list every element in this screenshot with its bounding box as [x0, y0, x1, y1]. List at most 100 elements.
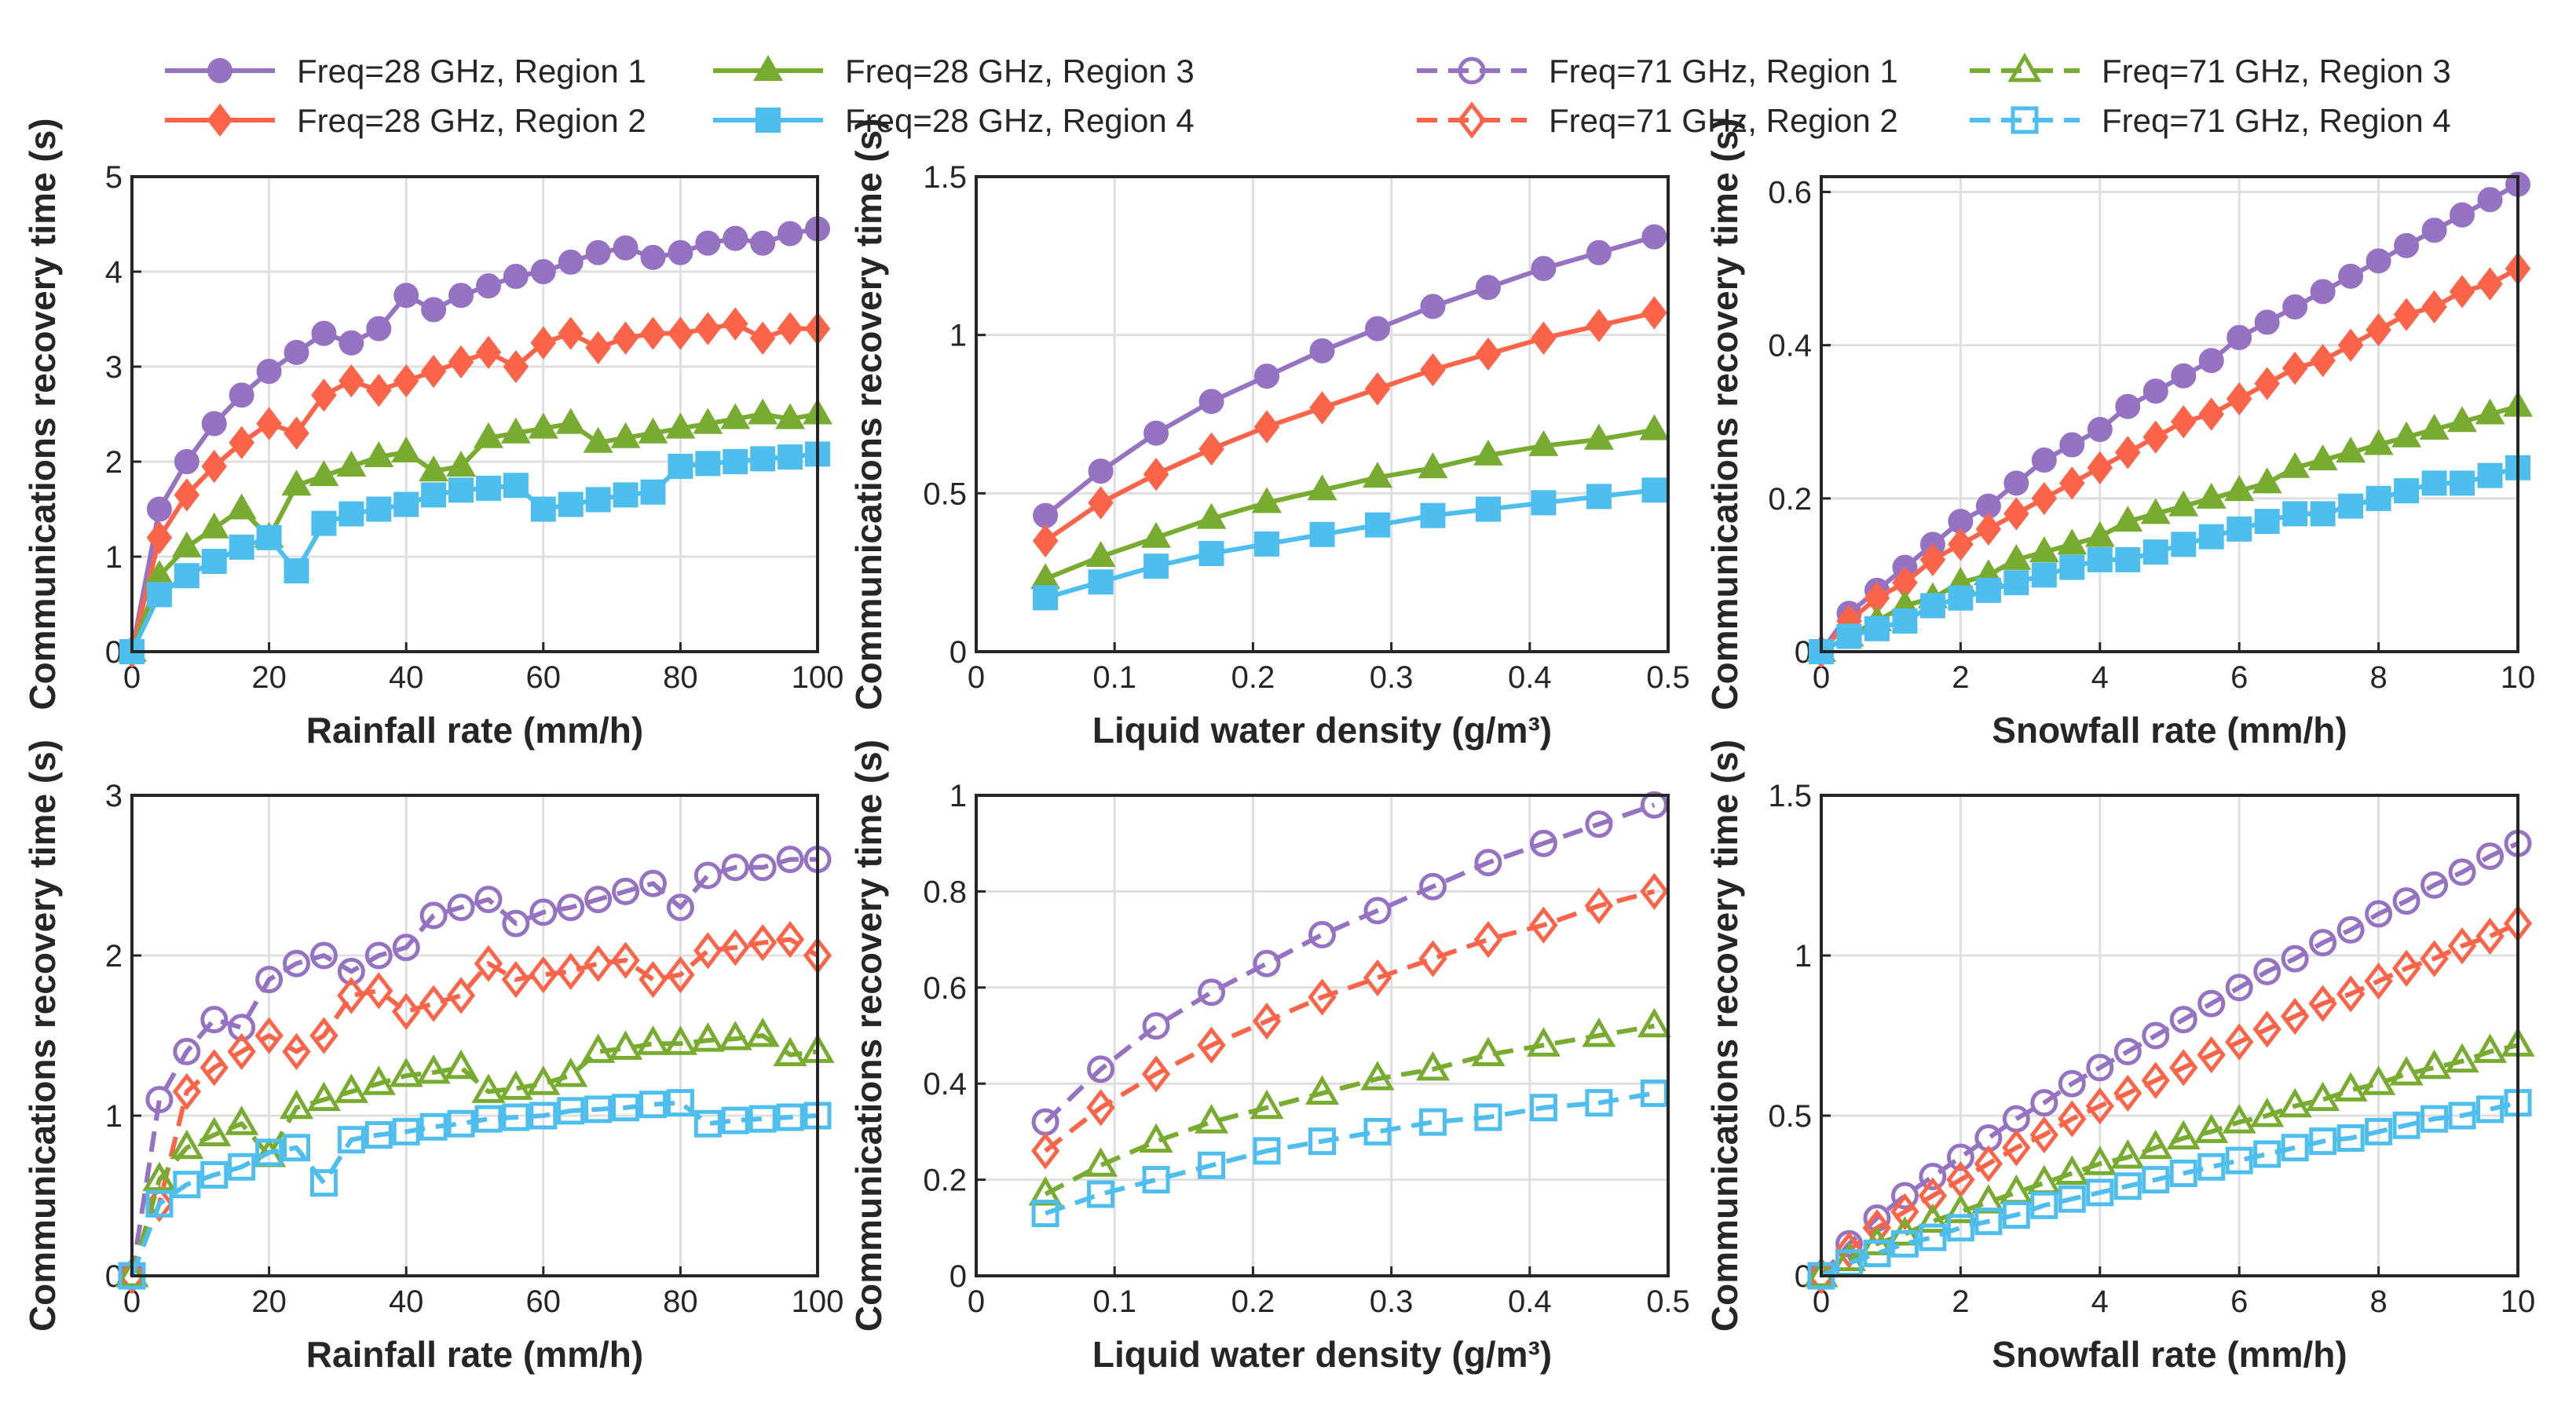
- data-point: [1085, 540, 1116, 567]
- data-point: [1640, 791, 1668, 819]
- data-point: [170, 1129, 204, 1160]
- data-point: [226, 493, 257, 520]
- data-point: [1586, 239, 1612, 265]
- data-point: [2391, 949, 2421, 987]
- data-point: [2003, 570, 2029, 596]
- data-point: [475, 335, 502, 369]
- data-point: [2472, 1033, 2508, 1063]
- data-point: [392, 992, 421, 1031]
- data-point: [2194, 1113, 2229, 1143]
- data-point: [2059, 466, 2085, 500]
- data-point: [364, 941, 393, 970]
- data-point: [1475, 496, 1501, 522]
- data-point: [421, 482, 447, 508]
- data-point: [142, 1161, 177, 1192]
- data-point: [2421, 217, 2447, 243]
- data-point: [1033, 585, 1059, 611]
- data-point: [529, 955, 558, 994]
- data-point: [748, 398, 778, 425]
- data-point: [581, 1033, 616, 1063]
- data-point: [1863, 1239, 1891, 1267]
- data-point: [2168, 490, 2199, 517]
- data-point: [503, 473, 529, 499]
- data-point: [2421, 290, 2447, 324]
- data-point: [748, 1105, 777, 1133]
- data-point: [1475, 275, 1501, 301]
- data-point: [778, 444, 803, 470]
- data-point: [2336, 1124, 2365, 1153]
- series-line: [1044, 889, 1656, 1153]
- data-point: [1641, 477, 1667, 503]
- data-point: [1641, 296, 1667, 330]
- data-point: [2449, 275, 2475, 309]
- data-point: [530, 259, 556, 284]
- data-point: [2166, 1120, 2201, 1150]
- data-point: [529, 898, 558, 926]
- x-tick-label: 4: [2091, 660, 2109, 695]
- data-point: [2003, 497, 2029, 531]
- data-point: [2169, 1159, 2197, 1187]
- data-point: [118, 1262, 146, 1290]
- x-tick-label: 10: [2501, 660, 2536, 695]
- x-tick-label: 0: [123, 660, 141, 695]
- data-point: [2477, 267, 2503, 301]
- legend-label: Freq=71 GHz, Region 3: [2102, 53, 2451, 90]
- data-point: [2419, 414, 2450, 440]
- data-point: [255, 966, 284, 994]
- data-point: [2085, 1087, 2114, 1125]
- data-point: [776, 846, 804, 874]
- data-point: [1032, 524, 1059, 557]
- data-point: [1309, 338, 1335, 364]
- data-point: [201, 411, 227, 437]
- data-point: [338, 501, 364, 527]
- data-point: [1946, 1214, 1974, 1242]
- series-region1: [119, 216, 830, 664]
- data-point: [2448, 1102, 2476, 1130]
- data-point: [284, 339, 309, 365]
- data-point: [2113, 506, 2143, 532]
- data-point: [2198, 524, 2224, 550]
- data-point: [1198, 540, 1224, 566]
- data-point: [1309, 521, 1335, 547]
- data-point: [2281, 351, 2308, 385]
- data-point: [2083, 1145, 2117, 1175]
- legend-marker: [2011, 106, 2039, 134]
- data-point: [530, 326, 557, 360]
- data-point: [584, 886, 613, 914]
- data-point: [1254, 364, 1280, 389]
- data-point: [2309, 929, 2337, 957]
- x-tick-label: 0.1: [1092, 660, 1136, 695]
- data-point: [1948, 528, 1974, 561]
- data-point: [2477, 187, 2503, 213]
- data-point: [2031, 481, 2058, 515]
- data-point: [1919, 543, 1946, 577]
- data-point: [1418, 1108, 1447, 1136]
- data-point: [2364, 963, 2393, 1000]
- data-point: [584, 1095, 613, 1124]
- data-point: [690, 1022, 725, 1052]
- data-point: [2253, 957, 2281, 985]
- data-point: [1418, 452, 1448, 479]
- data-point: [2029, 536, 2059, 563]
- data-point: [1364, 372, 1391, 406]
- data-point: [1974, 1145, 2003, 1182]
- data-point: [201, 549, 227, 575]
- x-tick-label: 0: [1813, 660, 1830, 695]
- data-point: [309, 1169, 338, 1197]
- data-point: [1531, 321, 1557, 355]
- data-point: [665, 412, 696, 439]
- data-point: [558, 249, 584, 275]
- data-point: [2450, 470, 2475, 496]
- y-tick-label: 1: [105, 1099, 123, 1134]
- data-point: [557, 1097, 585, 1125]
- series-line: [1820, 1043, 2519, 1278]
- legend-marker: [753, 54, 783, 81]
- data-point: [640, 316, 666, 350]
- data-point: [419, 985, 448, 1022]
- data-point: [1890, 1193, 1919, 1231]
- data-point: [2142, 420, 2169, 454]
- y-tick-label: 2: [105, 939, 123, 974]
- data-point: [639, 960, 668, 999]
